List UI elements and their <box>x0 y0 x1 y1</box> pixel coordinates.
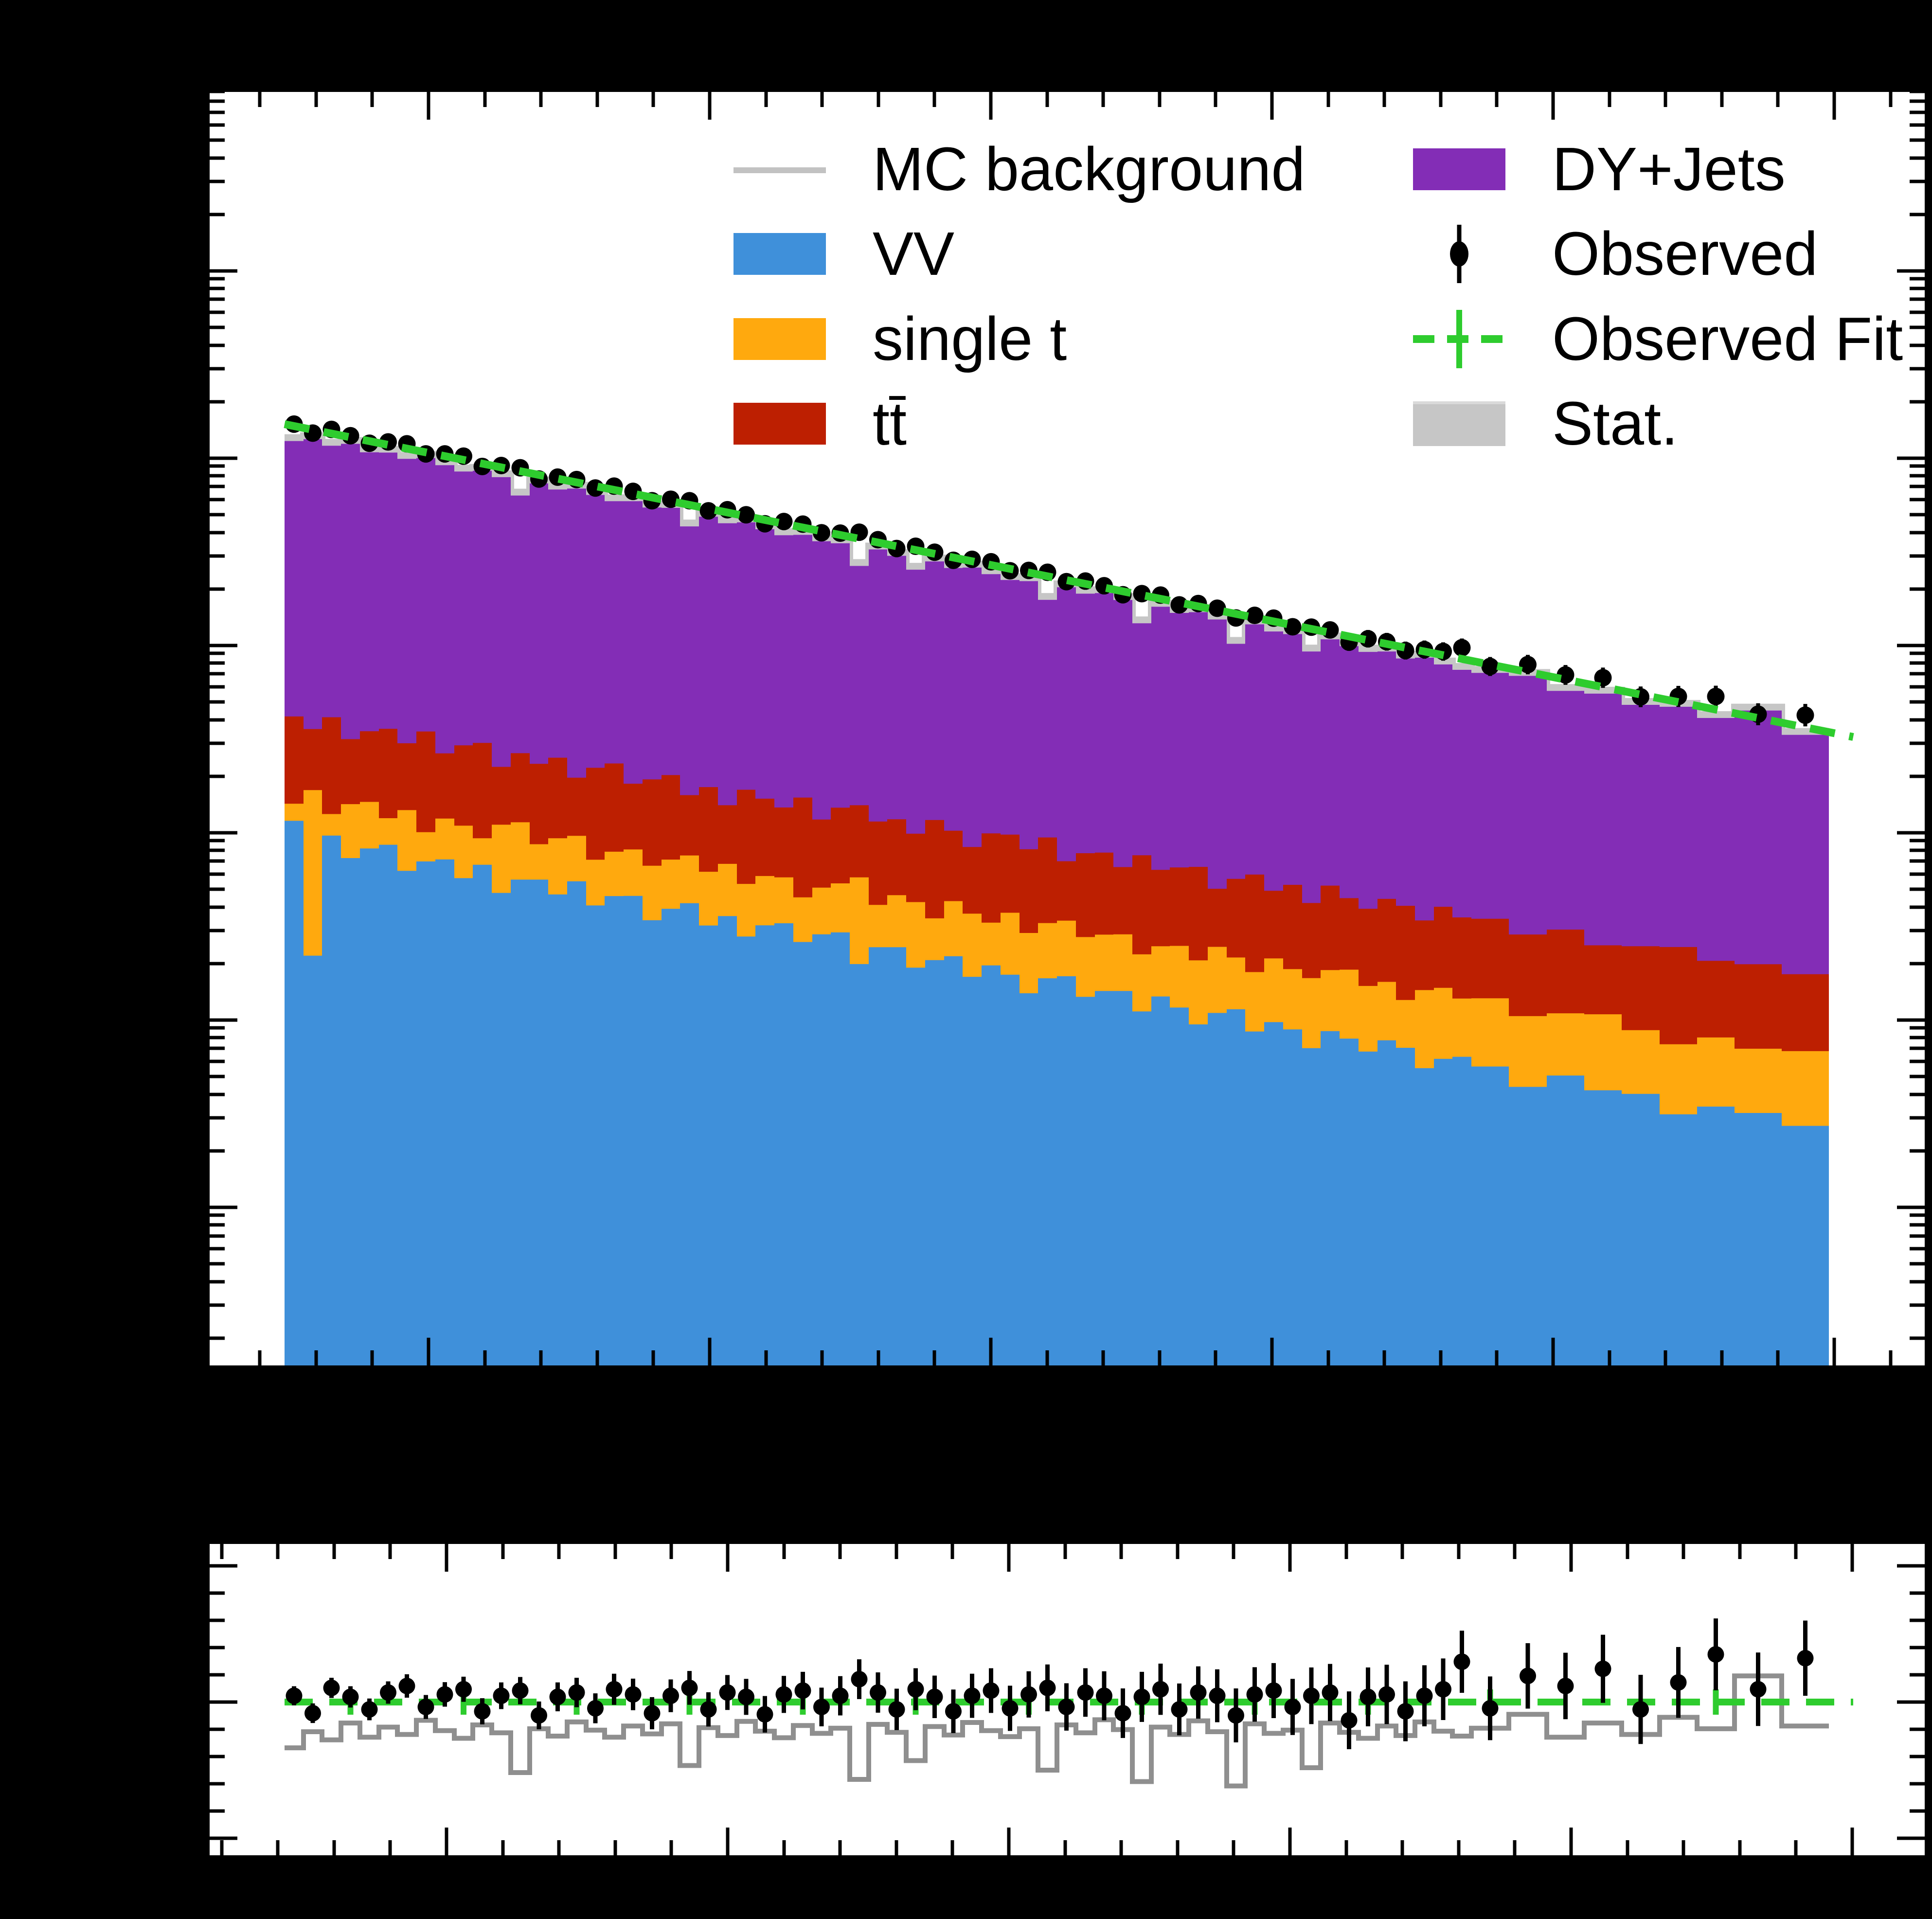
legend-label: single t <box>873 305 1067 373</box>
observed-marker-swatch <box>1413 205 1505 303</box>
ratio-points <box>286 1618 1814 1749</box>
legend-item-mc-background: MC background <box>733 135 1306 203</box>
mc-background-line-swatch <box>733 167 826 173</box>
observed-fit-icon <box>1413 295 1505 383</box>
legend-label: DY+Jets <box>1552 135 1786 203</box>
ratio-content <box>285 1618 1853 1789</box>
legend-item-dyjets: DY+Jets <box>1413 135 1786 203</box>
main-plot-content <box>284 415 1854 1365</box>
ratio-mc-line <box>285 1673 1829 1789</box>
legend-label: VV <box>873 219 955 288</box>
vv-swatch <box>733 233 826 275</box>
legend-item-stat: Stat. <box>1413 389 1679 458</box>
ratio-axis-ticks <box>208 1542 1926 1857</box>
dyjets-swatch <box>1413 148 1505 190</box>
ttbar-swatch <box>733 403 826 445</box>
legend-label: Observed <box>1552 219 1818 288</box>
main-axis-ticks <box>208 90 1926 1367</box>
legend-label: tt̄ <box>873 389 907 458</box>
observed-marker-icon <box>1450 205 1468 303</box>
observed-fit-marker-swatch <box>1413 295 1505 383</box>
observed-fit-line <box>284 420 1854 741</box>
stack-vv <box>285 821 1829 1365</box>
legend-item-single-t: single t <box>733 305 1067 373</box>
legend-item-observed-fit: Observed Fit <box>1413 295 1903 383</box>
legend-item-observed: Observed <box>1413 205 1818 303</box>
stat-swatch <box>1413 401 1505 446</box>
legend-item-ttbar: tt̄ <box>733 389 907 458</box>
legend-label: MC background <box>873 135 1306 203</box>
legend-label: Stat. <box>1552 389 1679 458</box>
legend-item-vv: VV <box>733 219 955 288</box>
single-t-swatch <box>733 318 826 360</box>
legend-label: Observed Fit <box>1552 305 1903 373</box>
